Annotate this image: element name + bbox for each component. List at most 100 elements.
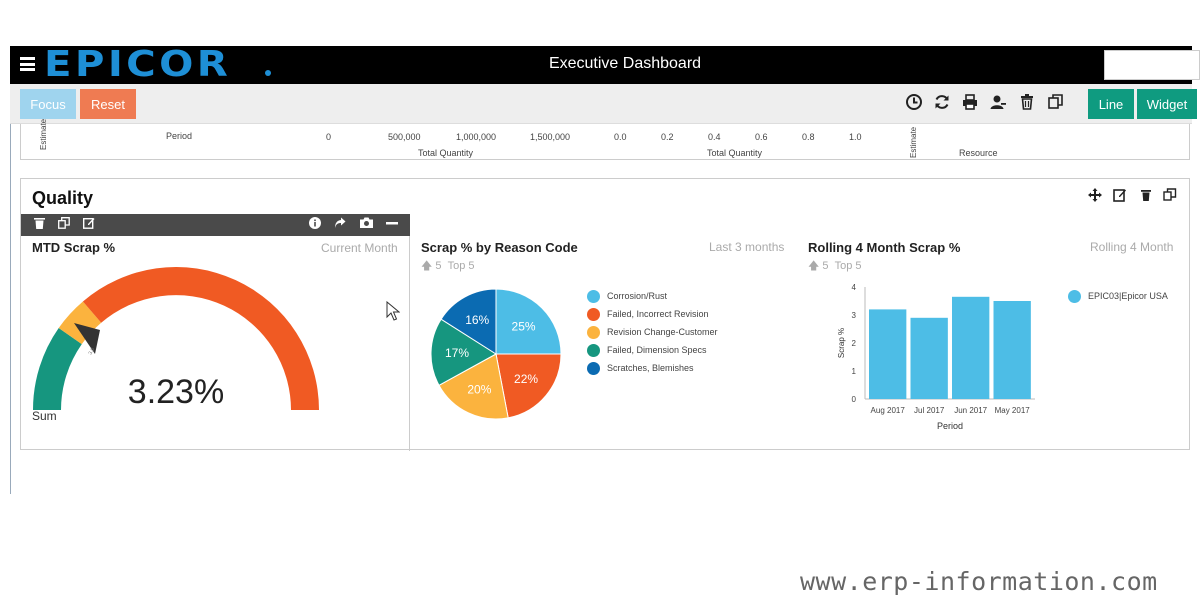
top-n-meta: 🡅 5 Top 5 bbox=[808, 257, 862, 276]
qty-tick: 500,000 bbox=[388, 132, 421, 142]
x-tick-label: Jul 2017 bbox=[914, 406, 945, 415]
top-n-label: Top 5 bbox=[447, 260, 475, 272]
widget-subtitle: Last 3 months bbox=[709, 240, 785, 254]
y-tick-label: 4 bbox=[852, 283, 857, 292]
widget-subtitle: Current Month bbox=[321, 241, 398, 255]
qty-tick: 0.8 bbox=[802, 132, 815, 142]
estimate-axis-label: Estimate bbox=[909, 126, 918, 158]
legend-swatch bbox=[587, 326, 600, 339]
qty-tick: 1.0 bbox=[849, 132, 862, 142]
widget-button[interactable]: Widget bbox=[1137, 89, 1197, 119]
clock-icon[interactable] bbox=[904, 93, 924, 113]
menu-icon[interactable] bbox=[20, 57, 35, 71]
share-icon[interactable] bbox=[332, 217, 348, 232]
widget-toolbar bbox=[21, 214, 410, 236]
arrow-up-icon: 🡅 bbox=[421, 260, 433, 272]
mtd-scrap-widget: MTD Scrap % Current Month 3.5 3.23% Sum bbox=[21, 214, 410, 451]
quality-panel: Quality bbox=[20, 178, 1190, 451]
pie-slice-label: 17% bbox=[445, 346, 469, 360]
gauge-segment-high bbox=[82, 267, 320, 410]
page-left-border bbox=[10, 84, 11, 494]
period-axis-label: Period bbox=[166, 131, 193, 141]
rolling-scrap-bar-chart: 0 1 2 3 4 Aug 2017 Jul 2017 Jun 2017 May 2017 Per… bbox=[837, 283, 1035, 431]
widget-title: Scrap % by Reason Code bbox=[421, 240, 578, 255]
bar[interactable] bbox=[952, 296, 990, 399]
app-title: Executive Dashboard bbox=[548, 55, 702, 72]
widget-title: Rolling 4 Month Scrap % bbox=[808, 240, 961, 255]
pie-slice-label: 25% bbox=[512, 319, 536, 333]
top-bar: EPICOR Executive Dashboard bbox=[10, 44, 1200, 85]
qty-tick: 0.6 bbox=[755, 132, 768, 142]
delete-icon[interactable] bbox=[31, 217, 47, 232]
reset-button[interactable]: Reset bbox=[80, 89, 136, 119]
info-icon[interactable] bbox=[307, 217, 323, 232]
move-icon[interactable] bbox=[1087, 188, 1103, 204]
y-tick-label: 2 bbox=[852, 339, 857, 348]
arrow-up-icon: 🡅 bbox=[808, 260, 820, 272]
bar[interactable] bbox=[993, 301, 1031, 399]
qty-tick: 0 bbox=[326, 132, 332, 142]
dashboard-toolbar: Focus Reset Line Widget bbox=[10, 84, 1197, 124]
estimate-axis-label: Estimate bbox=[39, 118, 48, 150]
legend-swatch bbox=[587, 290, 600, 303]
logo-registered-mark bbox=[265, 70, 271, 76]
print-icon[interactable] bbox=[960, 93, 980, 113]
copy-icon[interactable] bbox=[1162, 188, 1178, 204]
copy-icon[interactable] bbox=[1046, 93, 1066, 113]
top-n-meta: 🡅 5 Top 5 bbox=[421, 257, 475, 276]
minimize-icon[interactable] bbox=[384, 217, 400, 232]
y-tick-label: 0 bbox=[852, 395, 857, 404]
edit-icon[interactable] bbox=[81, 217, 97, 232]
y-tick-label: 1 bbox=[852, 367, 857, 376]
user-icon[interactable] bbox=[988, 93, 1008, 113]
header-search-field[interactable] bbox=[1104, 50, 1200, 80]
top-n-label: Top 5 bbox=[834, 260, 862, 272]
gauge-chart: 3.5 bbox=[32, 267, 320, 410]
line-button[interactable]: Line bbox=[1088, 89, 1134, 119]
pie-slice-label: 16% bbox=[465, 313, 489, 327]
epicor-logo: EPICOR bbox=[44, 44, 232, 85]
pie-slice[interactable] bbox=[430, 318, 497, 386]
refresh-icon[interactable] bbox=[932, 93, 952, 113]
gauge-needle bbox=[74, 323, 100, 354]
legend-label: Failed, Dimension Specs bbox=[607, 345, 707, 355]
delete-icon[interactable] bbox=[1138, 188, 1154, 204]
watermark: www.erp-information.com bbox=[800, 567, 1158, 596]
pie-slice[interactable] bbox=[495, 353, 562, 419]
legend-label: Corrosion/Rust bbox=[607, 291, 668, 301]
pie-slice-label: 20% bbox=[467, 382, 491, 396]
legend-label: Failed, Incorrect Revision bbox=[607, 309, 709, 319]
focus-button[interactable]: Focus bbox=[20, 89, 76, 119]
pie-slice[interactable] bbox=[495, 288, 562, 355]
copy-icon[interactable] bbox=[56, 217, 72, 232]
previous-widgets-strip: Estimate Period 0 500,000 1,000,000 1,50… bbox=[20, 119, 1190, 160]
qty-tick: 0.4 bbox=[708, 132, 721, 142]
widget-subtitle: Rolling 4 Month bbox=[1090, 240, 1174, 254]
legend-swatch bbox=[1068, 290, 1081, 303]
camera-icon[interactable] bbox=[358, 217, 374, 231]
qty-tick: 0.2 bbox=[661, 132, 674, 142]
pie-slice[interactable] bbox=[440, 288, 497, 355]
legend-swatch bbox=[587, 362, 600, 375]
widget-title: MTD Scrap % bbox=[32, 240, 116, 255]
bar[interactable] bbox=[910, 317, 948, 399]
gauge-sum-label: Sum bbox=[32, 409, 57, 423]
gauge-segment-mid bbox=[58, 301, 102, 345]
total-quantity-label: Total Quantity bbox=[418, 148, 474, 158]
gauge-segment-low bbox=[32, 328, 82, 410]
panel-title: Quality bbox=[32, 188, 94, 208]
legend-swatch bbox=[587, 308, 600, 321]
edit-icon[interactable] bbox=[1112, 188, 1128, 204]
resource-axis-label: Resource bbox=[959, 148, 998, 158]
mouse-cursor-icon bbox=[386, 301, 400, 321]
x-axis-title: Period bbox=[937, 421, 963, 431]
pie-slice-label: 22% bbox=[514, 372, 538, 386]
legend-label: Revision Change-Customer bbox=[607, 327, 718, 337]
delete-icon[interactable] bbox=[1017, 93, 1037, 113]
gauge-value: 3.23% bbox=[127, 373, 225, 411]
pie-slice[interactable] bbox=[438, 353, 509, 420]
legend-swatch bbox=[587, 344, 600, 357]
scrap-reason-pie-chart: 25% 22% 20% 17% 16% bbox=[430, 288, 562, 420]
bar[interactable] bbox=[869, 309, 907, 399]
top-n-count: 5 bbox=[822, 260, 829, 272]
